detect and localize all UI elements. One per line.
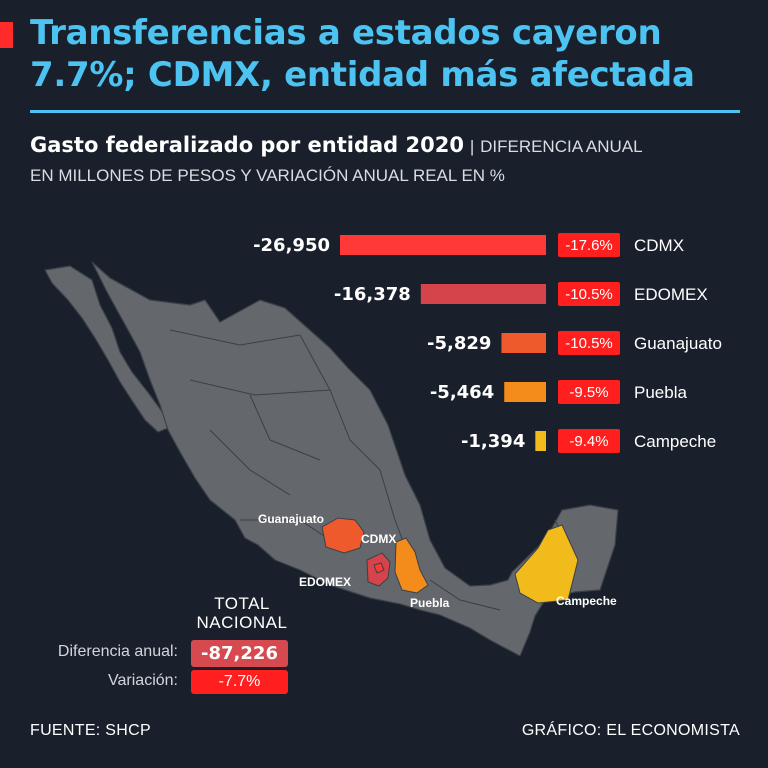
state-cdmx bbox=[373, 562, 385, 574]
state-guanajuato bbox=[321, 517, 365, 554]
map-labels: Guanajuato CDMX EDOMEX Puebla Campeche bbox=[258, 512, 617, 610]
state-border-line bbox=[429, 579, 501, 611]
headline-divider bbox=[30, 110, 740, 113]
bar-puebla bbox=[504, 382, 546, 402]
mexico-map: Guanajuato CDMX EDOMEX Puebla Campeche bbox=[44, 261, 619, 657]
baja-california-peninsula bbox=[44, 265, 169, 433]
state-border-line bbox=[189, 379, 331, 396]
total-diff-label: Diferencia anual: bbox=[57, 643, 178, 660]
pct-badge-cdmx bbox=[558, 233, 620, 257]
total-nacional-title: TOTAL NACIONAL bbox=[192, 594, 292, 632]
bar-chart: -26,950 -17.6% CDMX -16,378 -10.5% EDOMEX -5,8… bbox=[253, 233, 722, 453]
bar-value-label-edomex: -16,378 bbox=[334, 284, 411, 305]
category-label-guanajuato: Guanajuato bbox=[634, 334, 722, 353]
total-var-label: Variación: bbox=[108, 672, 178, 689]
total-title-line-1: TOTAL bbox=[214, 594, 270, 613]
map-label-edomex: EDOMEX bbox=[299, 575, 351, 589]
pct-label-edomex: -10.5% bbox=[565, 286, 613, 303]
chart-subtitle-separator: | bbox=[469, 137, 475, 156]
map-label-cdmx: CDMX bbox=[361, 532, 396, 546]
state-border-line bbox=[329, 389, 381, 471]
category-label-puebla: Puebla bbox=[634, 383, 687, 402]
bar-guanajuato bbox=[501, 333, 546, 353]
map-label-puebla: Puebla bbox=[410, 596, 450, 610]
category-label-cdmx: CDMX bbox=[634, 236, 684, 255]
chart-subtitle-line-2: EN MILLONES DE PESOS Y VARIACIÓN ANUAL R… bbox=[30, 166, 505, 185]
pct-badge-campeche bbox=[558, 429, 620, 453]
pct-badge-guanajuato bbox=[558, 331, 620, 355]
pct-label-cdmx: -17.6% bbox=[565, 237, 613, 254]
title-accent-mark bbox=[0, 22, 13, 48]
pct-label-puebla: -9.5% bbox=[569, 384, 608, 401]
pct-label-campeche: -9.4% bbox=[569, 433, 608, 450]
state-border-line bbox=[249, 394, 321, 461]
state-border-line bbox=[209, 429, 291, 496]
state-border-line bbox=[299, 334, 331, 391]
highlighted-states bbox=[321, 517, 579, 604]
state-border-line bbox=[240, 519, 331, 541]
bar-campeche bbox=[535, 431, 546, 451]
pct-badge-puebla bbox=[558, 380, 620, 404]
headline: Transferencias a estados cayeron 7.7%; C… bbox=[30, 13, 695, 95]
category-label-campeche: Campeche bbox=[634, 432, 716, 451]
state-campeche bbox=[514, 524, 579, 604]
bar-value-label-guanajuato: -5,829 bbox=[427, 333, 491, 354]
bar-value-label-cdmx: -26,950 bbox=[253, 235, 330, 256]
bar-edomex bbox=[420, 284, 546, 304]
bar-value-label-campeche: -1,394 bbox=[461, 431, 525, 452]
category-label-edomex: EDOMEX bbox=[634, 285, 708, 304]
map-label-guanajuato: Guanajuato bbox=[258, 512, 324, 526]
bar-value-label-puebla: -5,464 bbox=[430, 382, 494, 403]
chart-subtitle-bold: Gasto federalizado por entidad 2020 bbox=[30, 133, 464, 157]
state-border-line bbox=[169, 329, 301, 346]
map-label-campeche: Campeche bbox=[556, 594, 617, 608]
pct-badge-edomex bbox=[558, 282, 620, 306]
graphic-credit: GRÁFICO: EL ECONOMISTA bbox=[521, 722, 740, 739]
total-var-value: -7.7% bbox=[191, 670, 288, 694]
total-diff-value: -87,226 bbox=[191, 640, 288, 667]
total-title-line-2: NACIONAL bbox=[196, 613, 288, 632]
chart-subtitle-units: DIFERENCIA ANUAL bbox=[480, 137, 643, 156]
source-credit: FUENTE: SHCP bbox=[30, 722, 151, 739]
pct-label-guanajuato: -10.5% bbox=[565, 335, 613, 352]
chart-subtitle-line-1: Gasto federalizado por entidad 2020 | DI… bbox=[30, 131, 750, 161]
state-puebla bbox=[394, 537, 429, 594]
bar-cdmx bbox=[340, 235, 546, 255]
